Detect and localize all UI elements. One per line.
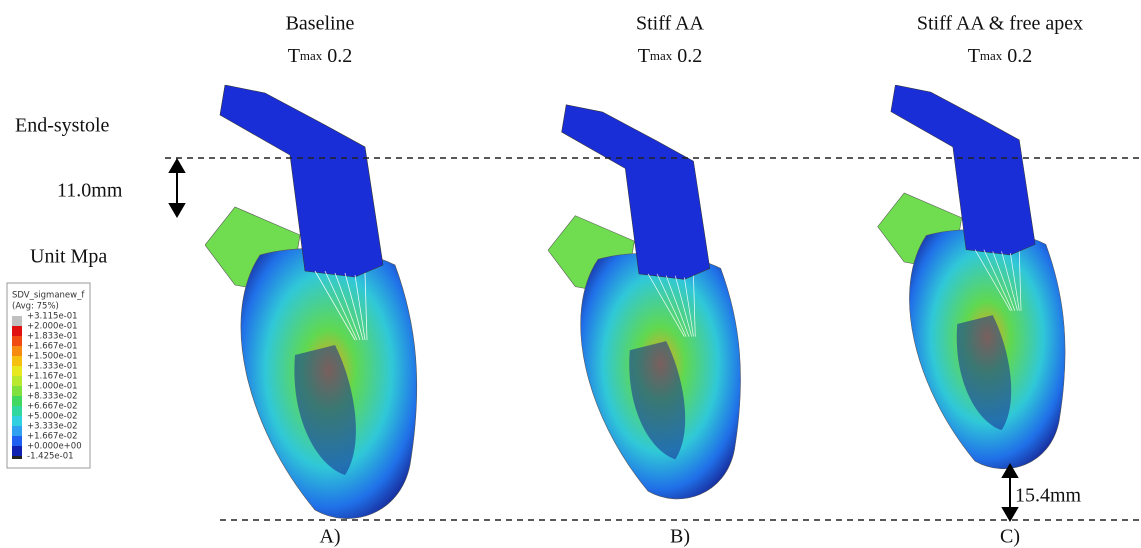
legend-entry: +3.115e-01: [27, 312, 78, 322]
panel-label: B): [670, 526, 690, 548]
legend-title: SDV_sigmanew_f: [12, 291, 85, 301]
legend-entry: +1.833e-01: [27, 332, 78, 342]
panel-title: Stiff AA: [636, 13, 705, 35]
hearts: [205, 85, 1065, 519]
legend-entry: +8.333e-02: [27, 392, 78, 402]
legend-entry: -1.425e-01: [27, 452, 74, 462]
legend-entry: +1.667e-02: [27, 432, 78, 442]
legend-swatch: [12, 436, 22, 446]
heart-c: [878, 85, 1065, 469]
legend-swatch: [12, 386, 22, 396]
tmax-sub: max: [980, 48, 1003, 63]
legend-swatch: [12, 366, 22, 376]
heart-b: [548, 105, 741, 499]
tmax-value: 0.2: [1007, 45, 1032, 67]
legend-swatch: [12, 416, 22, 426]
legend-swatch: [12, 396, 22, 406]
unit-label: Unit Mpa: [30, 246, 107, 268]
panel-label: A): [319, 526, 340, 548]
legend-entry: +1.500e-01: [27, 352, 78, 362]
legend-swatch: [12, 346, 22, 356]
tmax-symbol: T: [288, 45, 300, 67]
legend-entry: +1.667e-01: [27, 342, 78, 352]
tmax-sub: max: [300, 48, 323, 63]
tmax-sub: max: [650, 48, 673, 63]
legend-subtitle: (Avg: 75%): [12, 302, 59, 312]
panel-title: Stiff AA & free apex: [917, 13, 1083, 35]
tmax-value: 0.2: [677, 45, 702, 67]
panel-title: Baseline: [286, 13, 355, 35]
legend-swatch: [12, 326, 22, 336]
legend: SDV_sigmanew_f (Avg: 75%) +3.115e-01+2.0…: [7, 283, 90, 468]
tmax-line: Tmax 0.2: [288, 45, 353, 67]
legend-swatch: [12, 406, 22, 416]
legend-entry: +0.000e+00: [27, 442, 82, 452]
tmax-value: 0.2: [327, 45, 352, 67]
apex-shift: 15.4mm: [1015, 485, 1082, 507]
legend-swatch: [12, 426, 22, 436]
legend-entry: +5.000e-02: [27, 412, 78, 422]
panel-label: C): [1000, 526, 1020, 548]
legend-entry: +1.333e-01: [27, 362, 78, 372]
tmax-symbol: T: [638, 45, 650, 67]
legend-entry: +1.000e-01: [27, 382, 78, 392]
legend-entry: +1.167e-01: [27, 372, 78, 382]
heart-a: [205, 85, 417, 519]
legend-entry: +3.333e-02: [27, 422, 78, 432]
legend-swatch: [12, 376, 22, 386]
legend-swatch-last: [12, 456, 22, 459]
tmax-line: Tmax 0.2: [968, 45, 1033, 67]
legend-swatch: [12, 446, 22, 456]
legend-swatch: [12, 316, 22, 326]
figure: End-systole 11.0mm Unit Mpa 15.4mm SDV_s…: [0, 0, 1141, 548]
legend-entry: +6.667e-02: [27, 402, 78, 412]
tmax-symbol: T: [968, 45, 980, 67]
tmax-line: Tmax 0.2: [638, 45, 703, 67]
legend-entry: +2.000e-01: [27, 322, 78, 332]
legend-swatch: [12, 336, 22, 346]
phase-label: End-systole: [15, 115, 110, 137]
top-shift: 11.0mm: [57, 180, 123, 202]
legend-swatch: [12, 356, 22, 366]
